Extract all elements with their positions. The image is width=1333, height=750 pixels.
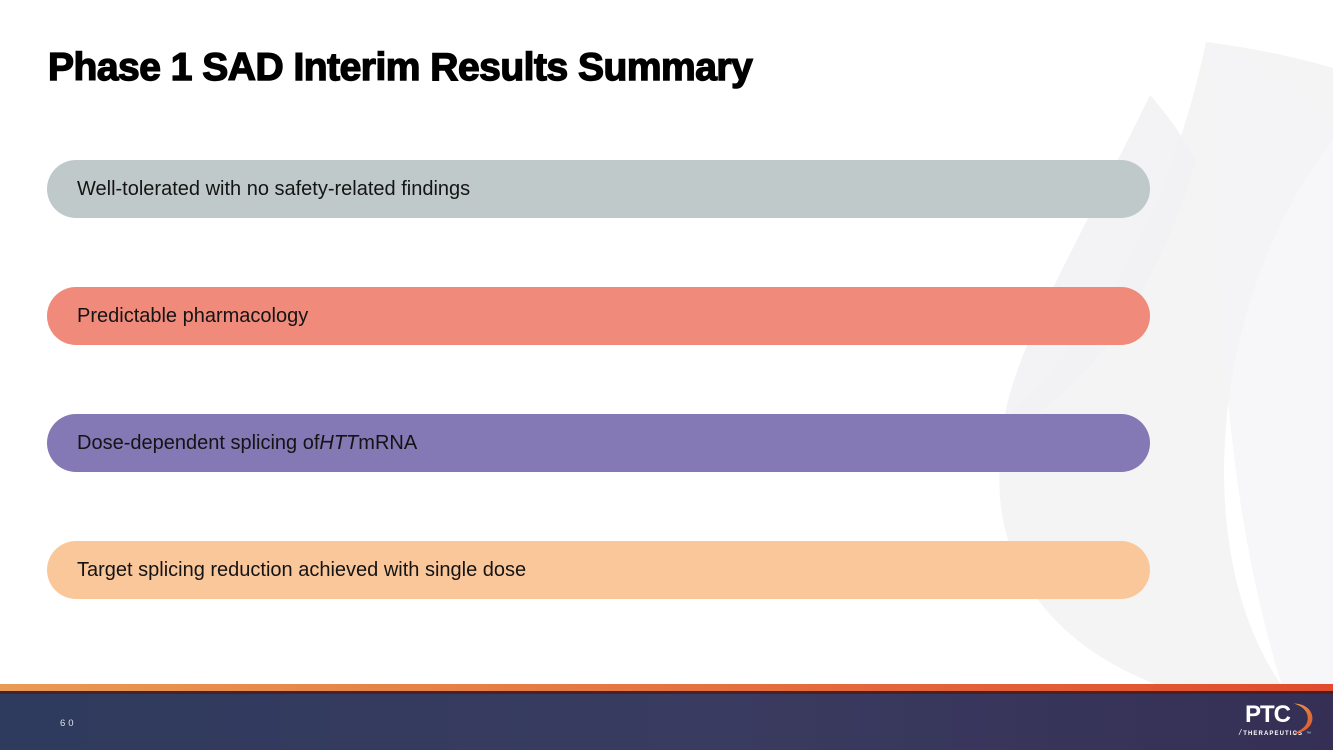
- ptc-logo-swoosh-icon: [1289, 703, 1313, 735]
- footer: 60 PTC / THERAPEUTICS ™: [0, 684, 1333, 750]
- footer-accent-line: [0, 684, 1333, 691]
- page-number: 60: [60, 718, 77, 729]
- ptc-logo-subtext: THERAPEUTICS: [1243, 731, 1304, 737]
- summary-bar-label: Well-tolerated with no safety-related fi…: [77, 177, 471, 200]
- summary-bar-4: Target splicing reduction achieved with …: [47, 541, 1150, 599]
- ptc-therapeutics-logo: PTC / THERAPEUTICS ™: [1239, 703, 1317, 743]
- ptc-logo-wordmark: PTC: [1245, 701, 1291, 728]
- ptc-logo-slash: /: [1239, 728, 1242, 737]
- slide-title: Phase 1 SAD Interim Results Summary: [47, 45, 753, 89]
- summary-bar-label: Target splicing reduction achieved with …: [77, 558, 527, 581]
- summary-bar-label: Predictable pharmacology: [77, 304, 309, 327]
- summary-bar-3: Dose-dependent splicing of HTT mRNA: [47, 414, 1150, 472]
- ptc-logo-trademark: ™: [1306, 731, 1312, 737]
- summary-bar-1: Well-tolerated with no safety-related fi…: [47, 160, 1150, 218]
- summary-bars-list: Well-tolerated with no safety-related fi…: [47, 160, 1150, 599]
- ptc-logo-subtext-row: / THERAPEUTICS ™: [1239, 728, 1317, 737]
- summary-bar-2: Predictable pharmacology: [47, 287, 1150, 345]
- footer-accent-shadow: [0, 691, 1333, 694]
- ptc-logo-brand-row: PTC: [1239, 701, 1317, 735]
- footer-bar: 60 PTC / THERAPEUTICS ™: [0, 694, 1333, 750]
- summary-bar-label: HTT: [319, 431, 359, 454]
- summary-bar-label: Dose-dependent splicing of: [77, 431, 320, 454]
- summary-bar-label: mRNA: [358, 431, 418, 454]
